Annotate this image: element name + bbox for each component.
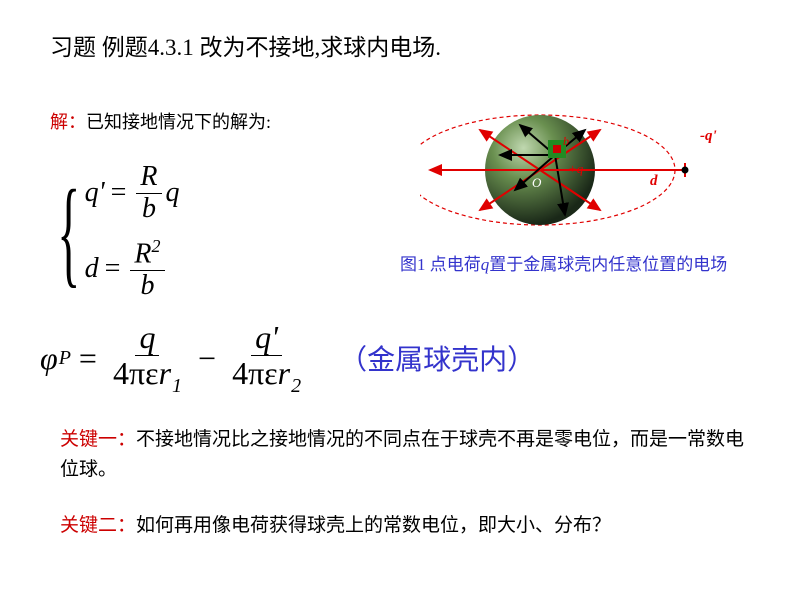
- equation-q-prime: q'= Rb q: [85, 162, 180, 225]
- equation-d: d= R2 b: [85, 237, 180, 302]
- label-plus-q: +q: [568, 161, 584, 176]
- image-charge-point: [682, 167, 689, 174]
- red-square: [553, 145, 561, 153]
- label-b: b: [563, 134, 569, 148]
- key-point-1: 关键一：不接地情况比之接地情况的不同点在于球壳不再是零电位，而是一常数电位球。: [60, 425, 760, 486]
- label-d: d: [650, 173, 658, 189]
- sphere-diagram: O +q b d -q': [420, 95, 760, 245]
- label-minus-q: -q': [700, 128, 717, 144]
- label-O: O: [532, 175, 542, 190]
- solution-prefix: 解：: [50, 112, 86, 132]
- figure-caption: 图1 点电荷q置于金属球壳内任意位置的电场: [400, 250, 727, 275]
- page-title: 习题 例题4.3.1 改为不接地,求球内电场.: [50, 28, 441, 62]
- solution-text: 已知接地情况下的解为:: [86, 112, 271, 132]
- key-point-2: 关键二：如何再用像电荷获得球壳上的常数电位，即大小、分布？: [60, 510, 611, 537]
- equation-system: { q'= Rb q d= R2 b: [50, 150, 180, 314]
- phi-label: （金属球壳内）: [339, 338, 535, 378]
- solution-line: 解：已知接地情况下的解为:: [50, 108, 271, 134]
- brace-icon: {: [57, 162, 80, 302]
- equation-phi: φP = q 4πεr1 − q' 4πεr2 （金属球壳内）: [40, 320, 535, 397]
